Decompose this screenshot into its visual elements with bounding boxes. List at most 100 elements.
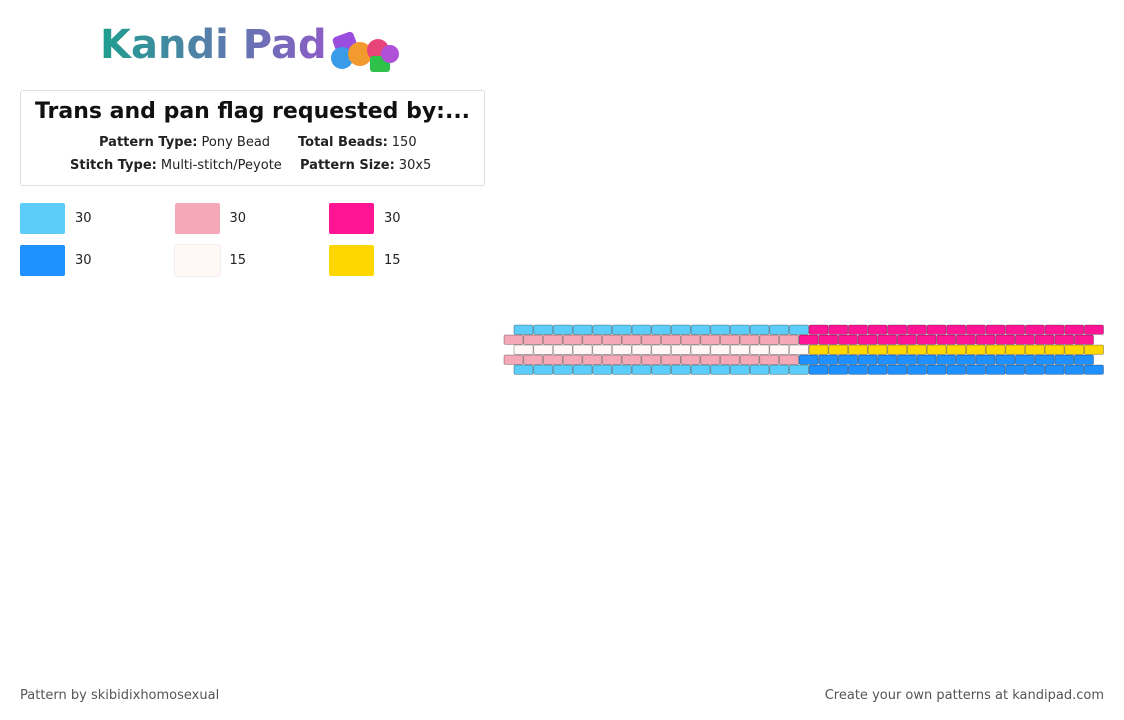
bead — [670, 364, 691, 375]
bead — [651, 344, 672, 355]
bead — [739, 354, 760, 365]
bead — [562, 334, 583, 345]
bead — [956, 354, 976, 365]
title: Trans and pan flag requested by:... — [34, 99, 471, 124]
footer-link: Create your own patterns at kandipad.com — [824, 688, 1104, 703]
bead — [975, 354, 996, 365]
bead — [975, 334, 996, 345]
bead — [926, 344, 947, 355]
bead — [847, 324, 868, 335]
bead — [729, 364, 750, 375]
bead — [906, 344, 927, 355]
bead — [966, 344, 986, 355]
bead — [847, 364, 868, 375]
bead-count: 30 — [229, 211, 247, 226]
bead-count: 30 — [384, 211, 401, 226]
bead — [788, 324, 809, 335]
bead — [523, 334, 544, 345]
bead — [1034, 334, 1055, 345]
bead — [670, 344, 691, 355]
bead — [985, 344, 1006, 355]
bead — [533, 364, 554, 375]
field-value: Multi-stitch/Peyote — [160, 158, 282, 173]
bead — [592, 364, 613, 375]
bead — [906, 324, 927, 335]
field: Total Beads: 150 — [298, 135, 417, 150]
bead — [582, 334, 603, 345]
bead — [542, 354, 563, 365]
bead-count: 15 — [229, 253, 247, 268]
bead — [946, 344, 967, 355]
bead — [828, 344, 849, 355]
bead — [867, 364, 888, 375]
bead — [1084, 344, 1104, 355]
bead — [1084, 324, 1104, 335]
bead — [513, 324, 534, 335]
bead — [1005, 324, 1026, 335]
bead — [759, 354, 780, 365]
bead — [995, 354, 1016, 365]
bead — [1074, 334, 1094, 345]
bead — [542, 334, 563, 345]
bead — [1054, 354, 1075, 365]
bead — [641, 334, 662, 345]
bead — [995, 334, 1016, 345]
field-value: Pony Bead — [201, 135, 271, 150]
bead — [552, 364, 573, 375]
bead — [857, 334, 878, 345]
bead — [985, 364, 1006, 375]
bead — [837, 354, 858, 365]
field-value: 30x5 — [398, 158, 432, 173]
bead — [1074, 354, 1094, 365]
bead — [818, 354, 839, 365]
bead — [729, 344, 750, 355]
bead — [808, 344, 829, 355]
bead — [828, 324, 849, 335]
bead — [572, 344, 593, 355]
bead — [788, 364, 809, 375]
bead — [621, 334, 642, 345]
color-swatch — [329, 245, 374, 276]
field: Pattern Size: 30x5 — [300, 158, 431, 173]
bead — [936, 354, 957, 365]
bead — [887, 324, 908, 335]
bead-count: 30 — [75, 211, 92, 226]
color-swatch — [20, 203, 65, 234]
bead — [690, 344, 711, 355]
bead — [503, 354, 524, 365]
bead — [611, 324, 632, 335]
bead — [670, 324, 691, 335]
bead — [1005, 344, 1026, 355]
info-card: Trans and pan flag requested by:... Patt… — [20, 90, 485, 186]
bead — [601, 334, 622, 345]
bead — [749, 364, 770, 375]
bead — [1025, 364, 1045, 375]
bead — [660, 334, 681, 345]
bead — [1064, 364, 1085, 375]
field-label: Total Beads: — [298, 135, 388, 150]
bead — [601, 354, 622, 365]
bead — [631, 324, 652, 335]
bead — [1054, 334, 1075, 345]
bead — [641, 354, 662, 365]
field-label: Pattern Type: — [99, 135, 198, 150]
bead — [867, 324, 888, 335]
bead — [946, 364, 967, 375]
bead — [808, 364, 829, 375]
bead — [1044, 364, 1065, 375]
bead — [936, 334, 957, 345]
bead — [916, 334, 937, 345]
field-value: 150 — [391, 135, 417, 150]
bead — [808, 324, 829, 335]
bead — [710, 344, 731, 355]
bead — [621, 354, 642, 365]
field: Stitch Type: Multi-stitch/Peyote — [70, 158, 282, 173]
bead — [966, 364, 986, 375]
bead — [523, 354, 544, 365]
bead — [572, 324, 593, 335]
bead — [513, 344, 534, 355]
bead — [887, 364, 908, 375]
bead — [631, 364, 652, 375]
bead — [739, 334, 760, 345]
